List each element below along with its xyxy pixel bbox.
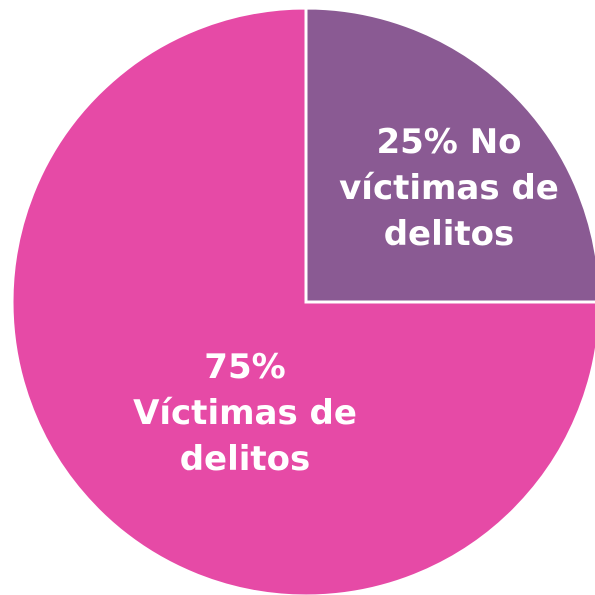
pie-slice-label-line: 25% No	[376, 122, 521, 162]
pie-slice-label-line: Víctimas de	[133, 393, 357, 433]
pie-slice-label-line: víctimas de	[339, 168, 559, 208]
pie-slice-label-line: delitos	[384, 214, 515, 254]
pie-slice-label-1: 75% Víctimas de delitos	[133, 347, 357, 479]
pie-slice-label-line: delitos	[180, 439, 311, 479]
pie-slice-label-line: 75%	[204, 347, 285, 387]
pie-slice-0	[304, 6, 595, 304]
pie-slice-1	[10, 6, 595, 595]
pie-slice-label-0: 25% No víctimas de delitos	[339, 122, 559, 254]
